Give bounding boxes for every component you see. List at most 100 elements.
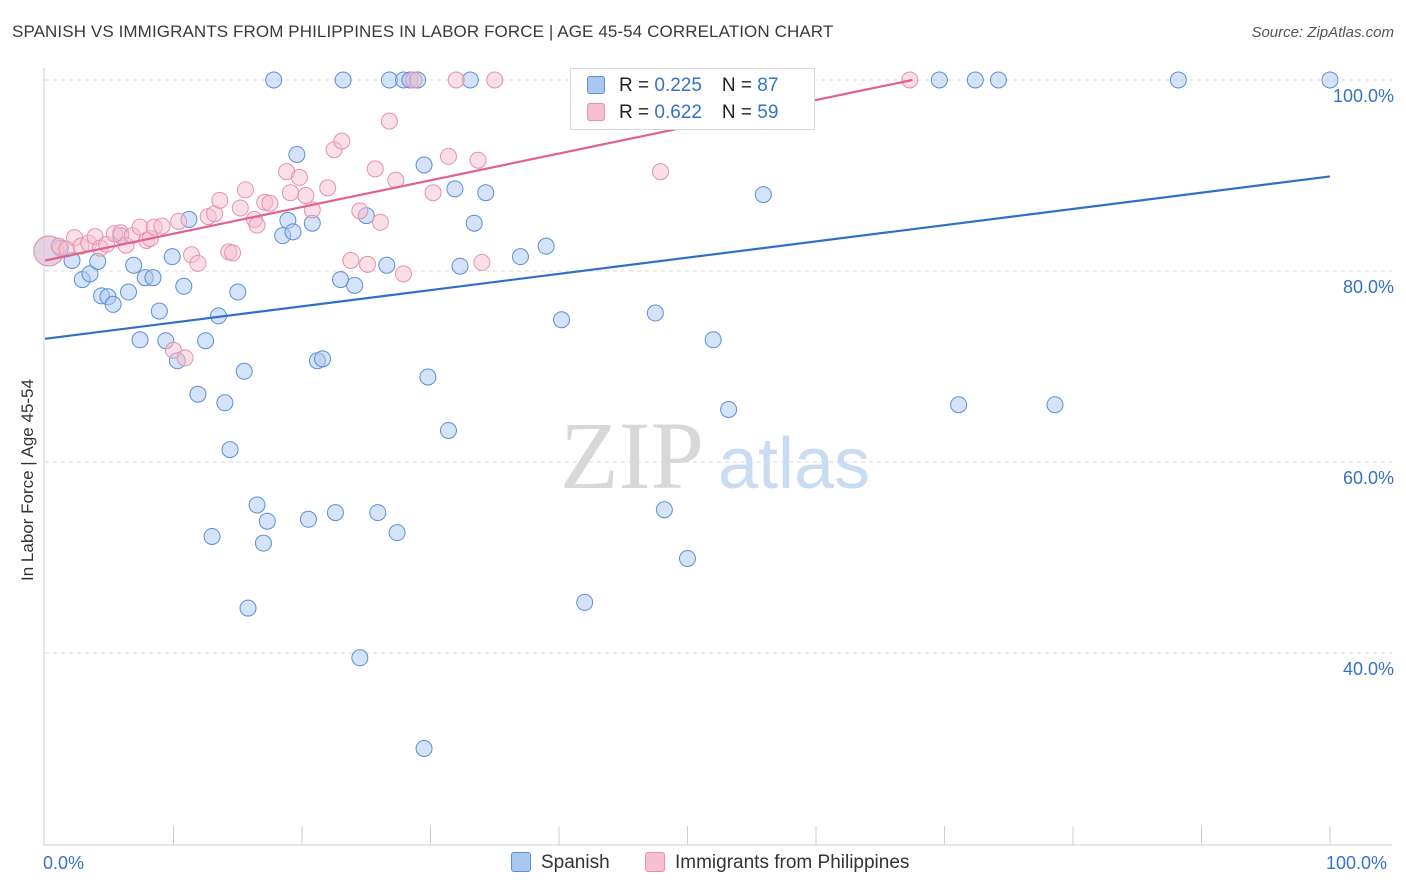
point-philippines xyxy=(473,253,491,271)
point-philippines xyxy=(153,217,171,235)
point-spanish xyxy=(380,71,398,89)
point-spanish xyxy=(203,527,221,545)
point-philippines xyxy=(211,191,229,209)
spanish-r-label: R = xyxy=(619,75,655,96)
point-spanish xyxy=(81,265,99,283)
y-tick-100: 100.0% xyxy=(1332,86,1394,106)
point-spanish xyxy=(120,283,138,301)
legend-spanish-swatch xyxy=(511,852,531,872)
spanish-r-value: 0.225 xyxy=(654,75,702,96)
watermark: ZIP atlas xyxy=(560,402,870,509)
point-spanish xyxy=(163,248,181,266)
point-spanish xyxy=(989,71,1007,89)
point-philippines xyxy=(371,213,389,231)
point-spanish xyxy=(334,71,352,89)
point-spanish xyxy=(346,276,364,294)
y-tick-60: 60.0% xyxy=(1342,468,1394,488)
point-spanish xyxy=(189,385,207,403)
point-spanish xyxy=(265,71,283,89)
stats-row-spanish: R = 0.225 N = 87 xyxy=(587,75,778,99)
point-philippines xyxy=(170,212,188,230)
point-philippines xyxy=(486,71,504,89)
point-spanish xyxy=(131,331,149,349)
point-spanish xyxy=(446,180,464,198)
point-spanish xyxy=(284,223,302,241)
point-spanish xyxy=(378,256,396,274)
phil-n-value: 59 xyxy=(757,102,779,123)
point-spanish xyxy=(415,740,433,757)
point-philippines xyxy=(319,179,337,197)
point-spanish xyxy=(388,524,406,542)
watermark-zip: ZIP xyxy=(560,402,704,509)
phil-r-value: 0.622 xyxy=(654,102,702,123)
point-spanish xyxy=(104,295,122,313)
point-spanish xyxy=(679,549,696,567)
point-spanish xyxy=(477,184,495,202)
chart-title: SPANISH VS IMMIGRANTS FROM PHILIPPINES I… xyxy=(12,22,834,41)
point-spanish xyxy=(754,186,772,204)
point-philippines xyxy=(366,160,384,178)
spanish-n-value: 87 xyxy=(757,75,779,96)
point-philippines xyxy=(380,112,398,130)
point-philippines xyxy=(290,168,308,186)
point-spanish xyxy=(537,237,555,255)
point-philippines xyxy=(359,255,377,273)
point-spanish xyxy=(235,362,253,380)
point-spanish xyxy=(239,599,257,617)
source-credit: Source: ZipAtlas.com xyxy=(1251,24,1394,41)
legend-phil-swatch xyxy=(645,852,665,872)
point-spanish xyxy=(461,71,479,89)
point-spanish xyxy=(299,510,317,528)
point-spanish xyxy=(125,256,143,274)
point-spanish xyxy=(439,421,457,439)
point-philippines xyxy=(297,187,315,205)
point-philippines xyxy=(281,184,299,202)
point-philippines xyxy=(261,194,279,212)
point-spanish xyxy=(258,512,276,530)
spanish-swatch xyxy=(587,76,605,94)
point-philippines xyxy=(342,251,360,269)
point-spanish xyxy=(314,350,332,368)
legend-phil-label: Immigrants from Philippines xyxy=(675,852,910,873)
point-spanish xyxy=(576,593,594,611)
stats-legend: R = 0.225 N = 87 R = 0.622 N = 59 xyxy=(570,68,815,130)
point-spanish xyxy=(720,400,738,418)
point-philippines xyxy=(424,184,442,202)
point-philippines xyxy=(224,244,242,262)
point-philippines xyxy=(189,254,207,272)
point-philippines xyxy=(236,181,254,199)
phil-n-label: N = xyxy=(721,102,758,123)
point-spanish xyxy=(511,248,529,266)
point-spanish xyxy=(655,501,673,519)
point-spanish xyxy=(369,504,387,522)
point-spanish xyxy=(221,441,239,459)
point-spanish xyxy=(254,534,272,552)
phil-swatch xyxy=(587,103,605,121)
point-philippines xyxy=(351,202,369,220)
point-spanish xyxy=(1321,71,1339,89)
y-axis-label: In Labor Force | Age 45-54 xyxy=(18,379,37,581)
point-philippines xyxy=(405,71,423,89)
point-spanish xyxy=(950,396,968,414)
point-spanish xyxy=(229,283,247,301)
spanish-n-label: N = xyxy=(721,75,758,96)
point-philippines xyxy=(395,265,413,283)
legend-spanish-label: Spanish xyxy=(541,852,610,873)
legend-item-phil: Immigrants from Philippines xyxy=(645,852,909,874)
point-spanish xyxy=(144,269,162,287)
point-philippines xyxy=(231,199,249,217)
x-tick-min: 0.0% xyxy=(43,853,85,873)
point-spanish xyxy=(248,496,266,514)
point-spanish xyxy=(1046,396,1064,414)
point-spanish xyxy=(197,332,215,350)
point-spanish xyxy=(553,311,571,329)
trendline-spanish xyxy=(44,175,1331,340)
point-spanish xyxy=(415,156,433,174)
point-spanish xyxy=(150,302,168,320)
point-philippines xyxy=(652,163,670,181)
point-spanish xyxy=(326,504,344,522)
point-philippines xyxy=(248,216,266,234)
point-spanish xyxy=(419,368,437,386)
watermark-atlas: atlas xyxy=(718,424,870,504)
